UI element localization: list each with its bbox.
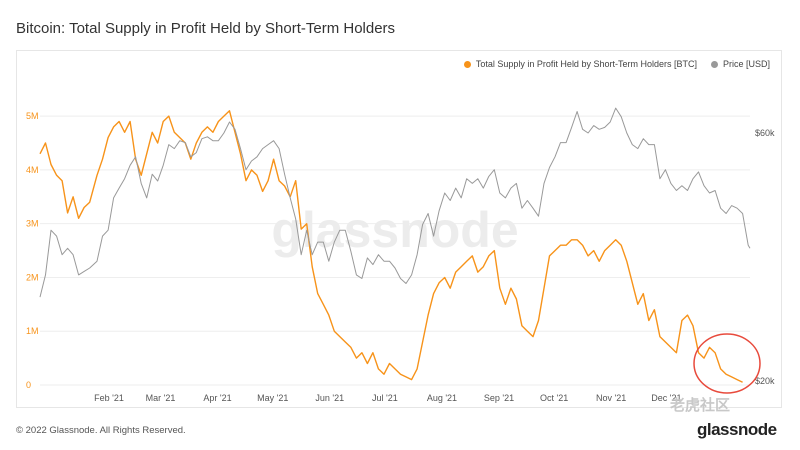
left-tick-label: 5M <box>26 111 39 121</box>
left-tick-label: 0 <box>26 380 31 390</box>
left-tick-label: 2M <box>26 272 39 282</box>
left-tick-label: 4M <box>26 165 39 175</box>
left-tick-label: 1M <box>26 326 39 336</box>
supply-series-line <box>39 110 743 383</box>
copyright-text: © 2022 Glassnode. All Rights Reserved. <box>16 425 186 436</box>
price-series-line <box>39 107 751 298</box>
chart-legend: Total Supply in Profit Held by Short-Ter… <box>463 59 770 69</box>
left-tick-label: 3M <box>26 219 39 229</box>
legend-price-swatch <box>710 60 718 68</box>
legend-item-price[interactable]: Price [USD] <box>710 59 770 69</box>
x-tick-label: Oct '21 <box>540 393 568 403</box>
glassnode-logo: glassnode <box>697 420 777 439</box>
x-tick-label: Feb '21 <box>94 393 124 403</box>
chart-title: Bitcoin: Total Supply in Profit Held by … <box>16 20 396 37</box>
x-tick-label: Dec '21 <box>651 393 681 403</box>
chart-panel <box>16 50 782 408</box>
right-tick-label: $60k <box>755 128 775 138</box>
x-tick-label: Mar '21 <box>146 393 176 403</box>
right-tick-label: $20k <box>755 376 775 386</box>
x-tick-label: Jun '21 <box>315 393 344 403</box>
x-tick-label: Jul '21 <box>372 393 398 403</box>
legend-supply-label: Total Supply in Profit Held by Short-Ter… <box>475 59 697 69</box>
tiger-community-watermark: 老虎社区 <box>670 397 731 414</box>
legend-item-supply[interactable]: Total Supply in Profit Held by Short-Ter… <box>463 59 697 69</box>
x-tick-label: Sep '21 <box>484 393 514 403</box>
glassnode-watermark: glassnode <box>271 202 518 258</box>
x-tick-label: Apr '21 <box>203 393 231 403</box>
legend-supply-swatch <box>463 60 471 68</box>
x-tick-label: May '21 <box>257 393 288 403</box>
x-tick-label: Aug '21 <box>427 393 457 403</box>
legend-price-label: Price [USD] <box>722 59 770 69</box>
x-tick-label: Nov '21 <box>596 393 626 403</box>
highlight-circle <box>693 333 761 394</box>
